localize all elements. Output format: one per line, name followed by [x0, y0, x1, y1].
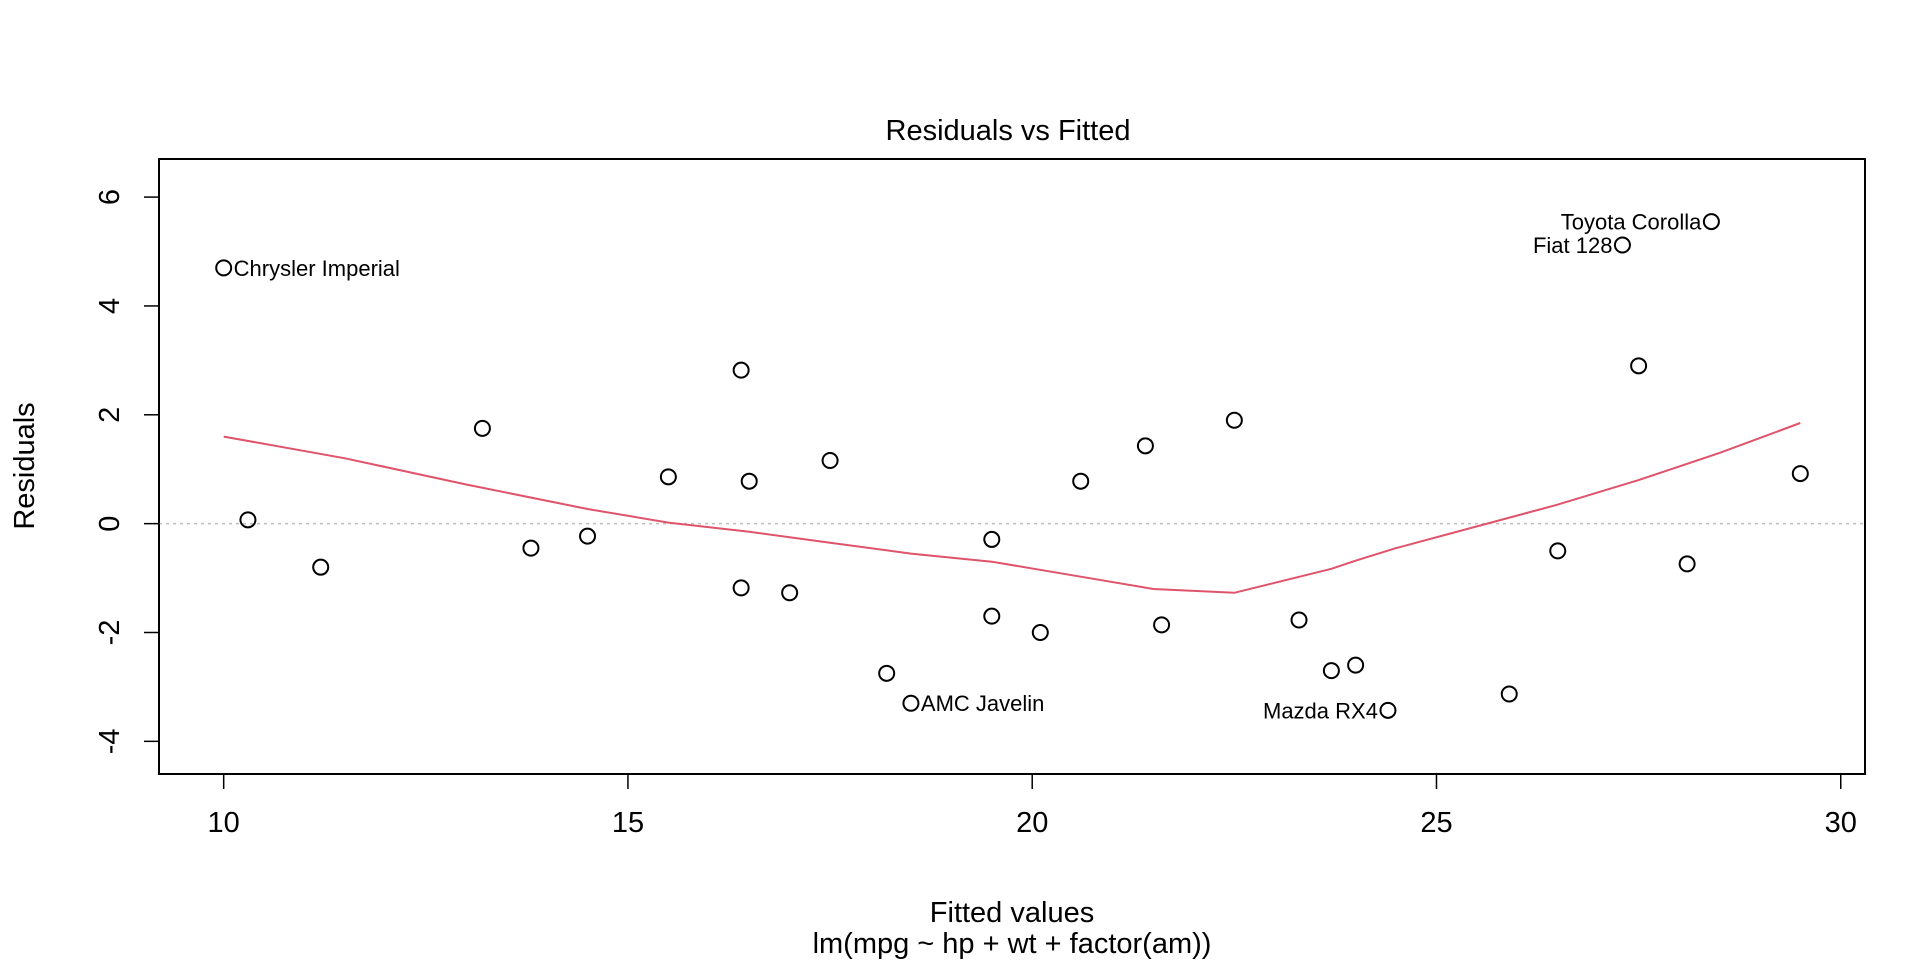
- smooth-line: [223, 422, 1801, 594]
- y-tick-label: -4: [94, 728, 126, 754]
- data-point: [740, 472, 758, 490]
- data-point: [983, 530, 1001, 548]
- x-tick-label: 25: [1420, 807, 1452, 839]
- data-point: [1613, 236, 1631, 254]
- smooth-line-group: [223, 422, 1801, 594]
- chart-subtitle: lm(mpg ~ hp + wt + factor(am)): [813, 928, 1212, 960]
- data-point: [215, 259, 233, 277]
- x-tick-label: 10: [208, 807, 240, 839]
- data-point: [1153, 616, 1171, 634]
- y-tick-label: 2: [94, 407, 126, 423]
- data-point: [1678, 555, 1696, 573]
- data-point: [473, 419, 491, 437]
- data-point: [1791, 465, 1809, 483]
- data-point: [878, 664, 896, 682]
- data-point: [821, 452, 839, 470]
- y-tick-label: -2: [94, 620, 126, 646]
- x-tick-label: 20: [1016, 807, 1048, 839]
- data-point: [732, 361, 750, 379]
- chart-title: Residuals vs Fitted: [886, 115, 1131, 147]
- data-point: [239, 511, 257, 529]
- point-label: AMC Javelin: [921, 691, 1044, 716]
- data-point: [1379, 701, 1397, 719]
- points-group: [215, 213, 1809, 719]
- data-point: [732, 579, 750, 597]
- data-point: [1549, 542, 1567, 560]
- x-tick-label: 30: [1825, 807, 1857, 839]
- data-point: [1500, 685, 1518, 703]
- x-tick-label: 15: [612, 807, 644, 839]
- y-tick-label: 0: [94, 516, 126, 532]
- point-label: Chrysler Imperial: [234, 256, 400, 281]
- data-point: [1347, 656, 1365, 674]
- data-point: [659, 468, 677, 486]
- y-axis-label: Residuals: [9, 402, 41, 529]
- data-point: [781, 584, 799, 602]
- data-point: [1630, 357, 1648, 375]
- axis-ticks-group: 10 15 20 25 30 -4 -2 0 2 4 6: [94, 189, 1857, 839]
- data-point: [312, 558, 330, 576]
- y-tick-label: 6: [94, 189, 126, 205]
- point-labels-group: Chrysler Imperial AMC Javelin Mazda RX4 Fia…: [234, 210, 1702, 724]
- x-axis-label: Fitted values: [930, 897, 1094, 929]
- data-point: [1136, 437, 1154, 455]
- point-label: Toyota Corolla: [1561, 210, 1702, 235]
- data-point: [1290, 611, 1308, 629]
- data-point: [1072, 472, 1090, 490]
- data-point: [522, 539, 540, 557]
- data-point: [1702, 213, 1720, 231]
- data-point: [1031, 623, 1049, 641]
- y-tick-label: 4: [94, 298, 126, 314]
- data-point: [983, 607, 1001, 625]
- data-point: [1225, 411, 1243, 429]
- point-label: Fiat 128: [1533, 233, 1613, 258]
- point-label: Mazda RX4: [1263, 698, 1378, 723]
- data-point: [902, 694, 920, 712]
- data-point: [1322, 662, 1340, 680]
- data-point: [579, 527, 597, 545]
